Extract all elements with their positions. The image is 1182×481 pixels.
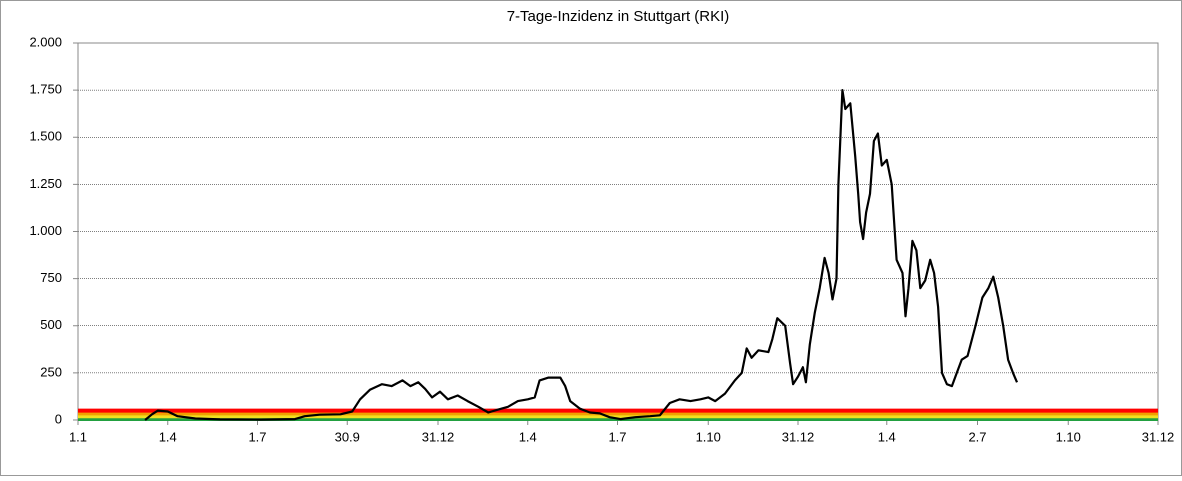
x-tick-label: 1.7 xyxy=(248,429,266,444)
y-tick-label: 1.500 xyxy=(29,129,62,144)
x-tick-label: 1.1 xyxy=(69,429,87,444)
y-tick-label: 500 xyxy=(40,317,62,332)
y-tick-label: 0 xyxy=(55,411,62,426)
y-tick-label: 2.000 xyxy=(29,34,62,49)
y-tick-label: 750 xyxy=(40,270,62,285)
y-tick-label: 1.250 xyxy=(29,176,62,191)
x-tick-label: 1.4 xyxy=(878,429,896,444)
x-tick-label: 1.4 xyxy=(519,429,537,444)
y-tick-label: 250 xyxy=(40,364,62,379)
x-tick-label: 1.7 xyxy=(608,429,626,444)
data-line xyxy=(144,89,1019,421)
x-tick-label: 31.12 xyxy=(1142,429,1175,444)
y-tick-label: 1.750 xyxy=(29,82,62,97)
x-tick-label: 1.4 xyxy=(159,429,177,444)
x-tick-label: 31.12 xyxy=(782,429,815,444)
y-tick-label: 1.000 xyxy=(29,223,62,238)
x-tick-label: 1.10 xyxy=(1056,429,1081,444)
x-tick-label: 31.12 xyxy=(422,429,455,444)
chart-title: 7-Tage-Inzidenz in Stuttgart (RKI) xyxy=(507,8,730,25)
x-tick-label: 1.10 xyxy=(696,429,721,444)
x-tick-label: 30.9 xyxy=(335,429,360,444)
x-tick-label: 2.7 xyxy=(968,429,986,444)
